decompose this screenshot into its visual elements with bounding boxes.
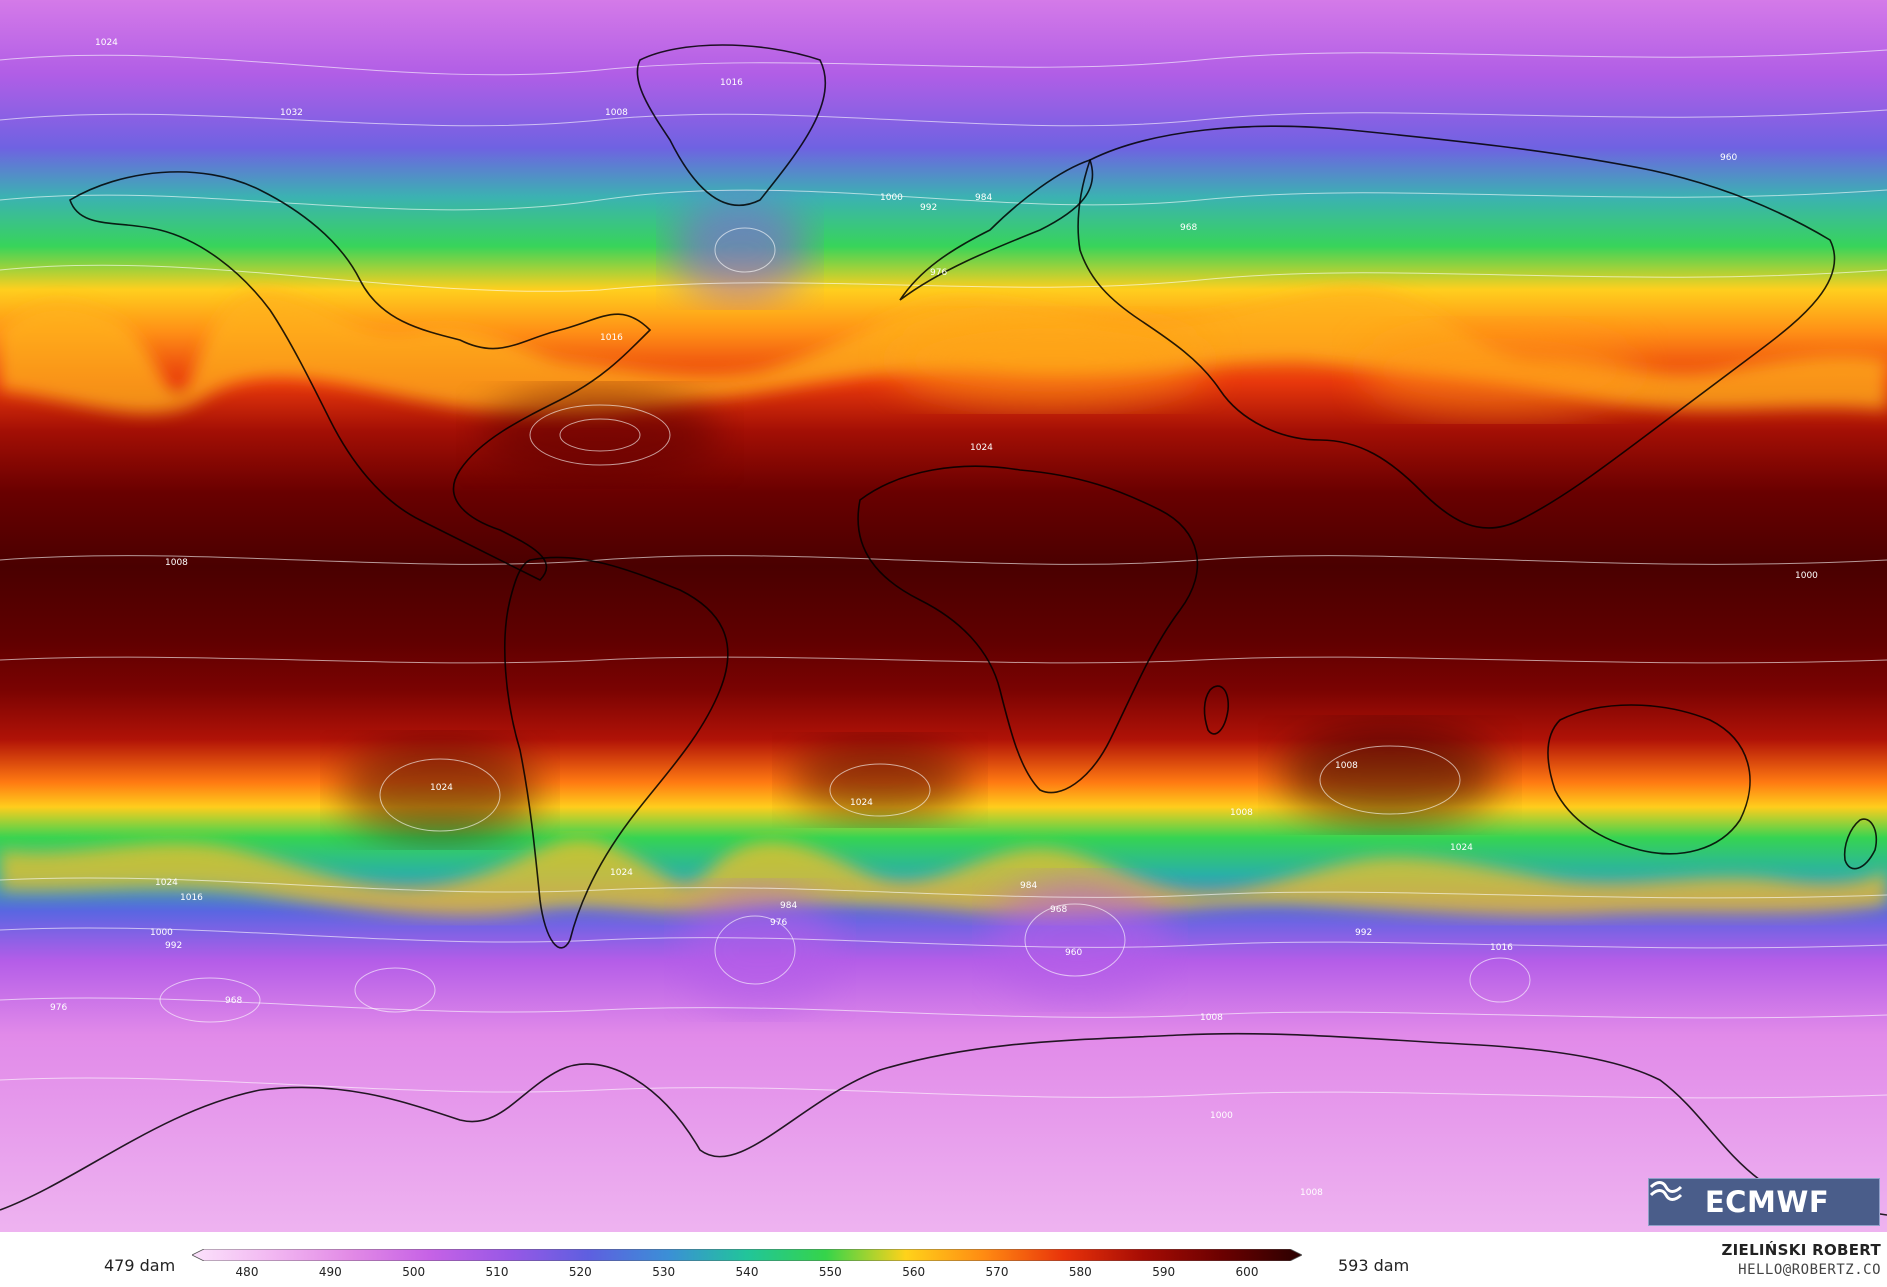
- greenland-outline: [636, 44, 826, 207]
- pressure-labels: 1024 1032 1008 1016 1000 992 984 976 968…: [50, 38, 1818, 1198]
- pressure-label: 1008: [605, 108, 628, 118]
- pressure-label: 992: [1355, 928, 1372, 938]
- australia-outline: [1547, 704, 1751, 855]
- colorbar-tick-label: 480: [235, 1265, 259, 1279]
- author-email: HELLO@ROBERTZ.CO: [1738, 1262, 1881, 1278]
- ecmwf-wave-icon: [1649, 1181, 1683, 1201]
- pressure-label: 976: [770, 918, 787, 928]
- colorbar-tick-label: 580: [1068, 1265, 1092, 1279]
- africa-outline: [857, 465, 1199, 794]
- isobar-lines: [0, 49, 1887, 1099]
- author-credit: ZIELIŃSKI ROBERT: [1721, 1241, 1881, 1259]
- orange-ridge-asia: [1360, 325, 1640, 415]
- colorbar-tick-label: 520: [568, 1265, 592, 1279]
- pressure-label: 1008: [1300, 1188, 1323, 1198]
- pressure-label: 1024: [430, 783, 453, 793]
- pressure-label: 968: [225, 996, 242, 1006]
- colorbar-tick-label: 540: [735, 1265, 759, 1279]
- ecmwf-logo: ECMWF: [1648, 1178, 1880, 1226]
- pressure-label: 1000: [1210, 1111, 1233, 1121]
- pressure-label: 1024: [850, 798, 873, 808]
- pressure-label: 1000: [150, 928, 173, 938]
- low-antarctic-b: [990, 880, 1170, 1000]
- pressure-label: 1024: [610, 868, 633, 878]
- pressure-label: 984: [780, 901, 797, 911]
- pressure-label: 1008: [1200, 1013, 1223, 1023]
- colorbar-tick-label: 600: [1235, 1265, 1259, 1279]
- logo-text: ECMWF: [1704, 1185, 1830, 1219]
- pressure-label: 1016: [600, 333, 623, 343]
- pressure-label: 1024: [95, 38, 118, 48]
- colorbar-tick-label: 560: [902, 1265, 926, 1279]
- pressure-label: 1016: [720, 78, 743, 88]
- pressure-label: 1024: [155, 878, 178, 888]
- colorbar-tick-label: 500: [402, 1265, 426, 1279]
- legend-footer: 479 dam 480 490 500 510 520 530 540 550 560 570 58…: [0, 1232, 1887, 1287]
- high-core-atlantic-s: [790, 740, 970, 820]
- pressure-label: 1000: [1795, 571, 1818, 581]
- pressure-label: 960: [1720, 153, 1737, 163]
- colorbar-tick-label: 570: [985, 1265, 1009, 1279]
- pressure-label: 1016: [1490, 943, 1513, 953]
- new-zealand-outline: [1843, 818, 1878, 870]
- pressure-label: 976: [50, 1003, 67, 1013]
- pressure-label: 984: [1020, 881, 1037, 891]
- pressure-label: 1008: [1230, 808, 1253, 818]
- colorbar: [192, 1249, 1302, 1261]
- pressure-label: 1008: [1335, 761, 1358, 771]
- pressure-label: 960: [1065, 948, 1082, 958]
- pressure-label: 1016: [180, 893, 203, 903]
- pressure-label: 968: [1180, 223, 1197, 233]
- map-canvas: 1024 1032 1008 1016 1000 992 984 976 968…: [0, 0, 1887, 1232]
- high-core-indian-s: [1280, 725, 1500, 825]
- colorbar-tick-label: 510: [485, 1265, 509, 1279]
- colorbar-tick-label: 550: [818, 1265, 842, 1279]
- asia-outline: [1077, 125, 1836, 529]
- south-america-outline: [504, 556, 729, 949]
- pressure-label: 984: [975, 193, 992, 203]
- colorbar-min-label: 479 dam: [104, 1256, 176, 1275]
- high-core-pacific-n: [480, 390, 720, 480]
- antarctica-outline: [0, 1032, 1887, 1216]
- pressure-label: 1024: [970, 443, 993, 453]
- pressure-label: 1000: [880, 193, 903, 203]
- pressure-label: 1008: [165, 558, 188, 568]
- pressure-label: 1024: [1450, 843, 1473, 853]
- orange-ridge-europe: [890, 315, 1210, 405]
- pressure-label: 976: [930, 268, 947, 278]
- colorbar-max-label: 593 dam: [1338, 1256, 1410, 1275]
- pressure-label: 968: [1050, 905, 1067, 915]
- low-antarctic-a: [680, 890, 840, 1010]
- colorbar-tick-label: 590: [1152, 1265, 1176, 1279]
- south-jet-band: [0, 839, 1887, 918]
- pressure-label: 992: [920, 203, 937, 213]
- colorbar-tick-label: 530: [652, 1265, 676, 1279]
- trough-greenland: [670, 200, 810, 300]
- north-america-outline: [69, 171, 652, 581]
- weather-map: 1024 1032 1008 1016 1000 992 984 976 968…: [0, 0, 1887, 1232]
- pressure-label: 992: [165, 941, 182, 951]
- colorbar-tick-label: 490: [318, 1265, 342, 1279]
- pressure-label: 1032: [280, 108, 303, 118]
- coastlines: [0, 44, 1887, 1216]
- madagascar-outline: [1203, 685, 1230, 735]
